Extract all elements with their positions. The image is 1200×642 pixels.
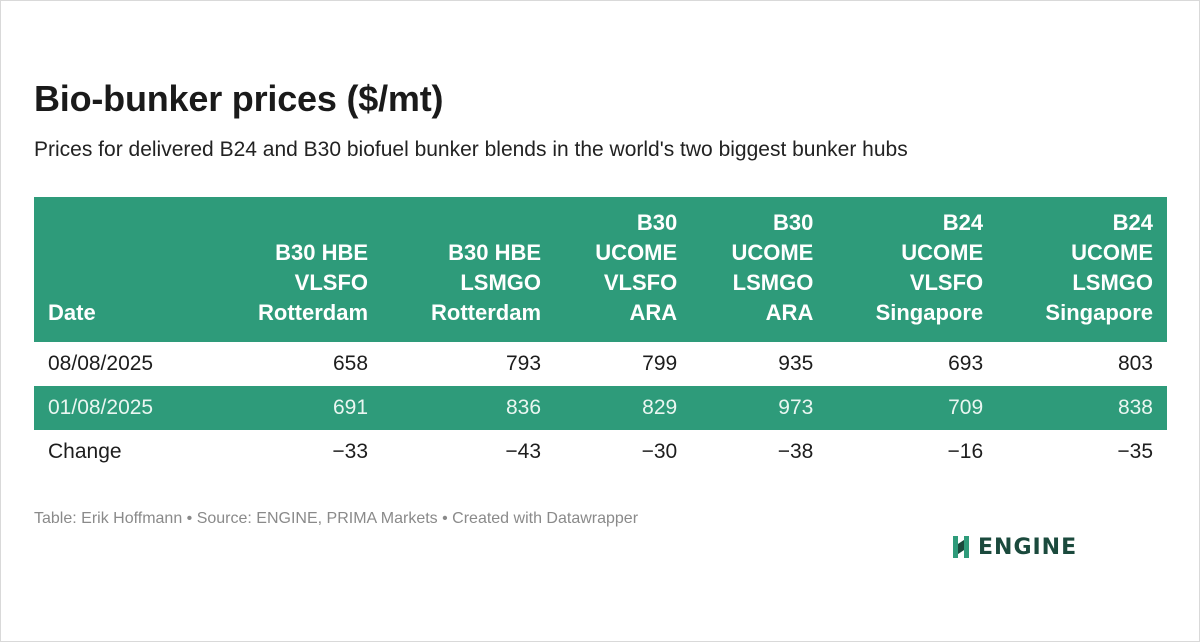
table-header-row: Date B30 HBE VLSFO Rotterdam B30 HBE LSMGO Rot… xyxy=(34,197,1167,342)
table-row: 08/08/2025 658 793 799 935 693 803 xyxy=(34,342,1167,386)
column-header-line: Date xyxy=(48,300,96,325)
column-header-b30-hbe-lsmgo-rotterdam: B30 HBE LSMGO Rotterdam xyxy=(382,197,555,342)
value-cell: −38 xyxy=(777,440,814,463)
chart-title: Bio-bunker prices ($/mt) xyxy=(34,78,444,119)
value-cell: 658 xyxy=(332,352,369,375)
column-header-b30-ucome-vlsfo-ara: B30 UCOME VLSFO ARA xyxy=(555,197,691,342)
row-label-cell: Change xyxy=(48,440,122,463)
column-header-line: Rotterdam xyxy=(258,300,369,325)
column-header-line: Singapore xyxy=(875,300,984,325)
value-cell: −30 xyxy=(641,440,678,463)
column-header-line: B30 HBE xyxy=(275,240,369,265)
value-cell: 693 xyxy=(948,352,984,375)
value-cell: 799 xyxy=(642,352,678,375)
column-header-date: Date xyxy=(34,197,209,342)
value-cell: 935 xyxy=(778,352,814,375)
column-header-line: ARA xyxy=(765,300,814,325)
chart-subtitle: Prices for delivered B24 and B30 biofuel… xyxy=(34,138,908,161)
column-header-line: LSMGO xyxy=(460,270,542,295)
table-body: 08/08/2025 658 793 799 935 693 803 01/08/2025 69… xyxy=(34,342,1167,474)
column-header-line: B30 xyxy=(772,210,814,235)
column-header-line: B24 xyxy=(1112,210,1153,235)
value-cell: −35 xyxy=(1117,440,1153,463)
column-header-line: Singapore xyxy=(1045,300,1153,325)
column-header-line: UCOME xyxy=(901,240,984,265)
column-header-line: VLSFO xyxy=(294,270,369,295)
column-header-b30-hbe-vlsfo-rotterdam: B30 HBE VLSFO Rotterdam xyxy=(209,197,382,342)
value-cell: 829 xyxy=(642,396,678,419)
value-cell: 973 xyxy=(778,396,814,419)
column-header-line: LSMGO xyxy=(1072,270,1153,295)
column-header-line: VLSFO xyxy=(603,270,678,295)
value-cell: −33 xyxy=(332,440,369,463)
column-header-line: ARA xyxy=(629,300,678,325)
column-header-line: UCOME xyxy=(731,240,814,265)
column-header-line: UCOME xyxy=(1071,240,1153,265)
engine-logo: ENGINE xyxy=(950,533,1077,561)
column-header-line: B30 HBE xyxy=(448,240,542,265)
value-cell: 803 xyxy=(1117,352,1153,375)
column-header-line: UCOME xyxy=(595,240,678,265)
value-cell: −16 xyxy=(947,440,984,463)
column-header-line: LSMGO xyxy=(732,270,814,295)
value-cell: 691 xyxy=(332,396,369,419)
chart-footer: Table: Erik Hoffmann • Source: ENGINE, P… xyxy=(34,510,639,527)
value-cell: −43 xyxy=(505,440,542,463)
column-header-b24-ucome-lsmgo-singapore: B24 UCOME LSMGO Singapore xyxy=(997,197,1167,342)
column-header-b24-ucome-vlsfo-singapore: B24 UCOME VLSFO Singapore xyxy=(827,197,997,342)
value-cell: 838 xyxy=(1117,396,1153,419)
table-row: Change −33 −43 −30 −38 −16 −35 xyxy=(34,430,1167,474)
column-header-b30-ucome-lsmgo-ara: B30 UCOME LSMGO ARA xyxy=(691,197,827,342)
value-cell: 836 xyxy=(505,396,542,419)
column-header-line: B30 xyxy=(636,210,678,235)
column-header-line: B24 xyxy=(942,210,984,235)
value-cell: 793 xyxy=(505,352,542,375)
column-header-line: VLSFO xyxy=(909,270,984,295)
table-row: 01/08/2025 691 836 829 973 709 838 xyxy=(34,386,1167,430)
engine-logo-text: ENGINE xyxy=(978,534,1078,560)
row-label-cell: 01/08/2025 xyxy=(48,396,154,419)
value-cell: 709 xyxy=(948,396,984,419)
engine-logo-icon xyxy=(953,536,969,558)
price-table: Date B30 HBE VLSFO Rotterdam B30 HBE LSMGO Rot… xyxy=(34,197,1167,474)
row-label-cell: 08/08/2025 xyxy=(48,352,154,375)
column-header-line: Rotterdam xyxy=(431,300,542,325)
